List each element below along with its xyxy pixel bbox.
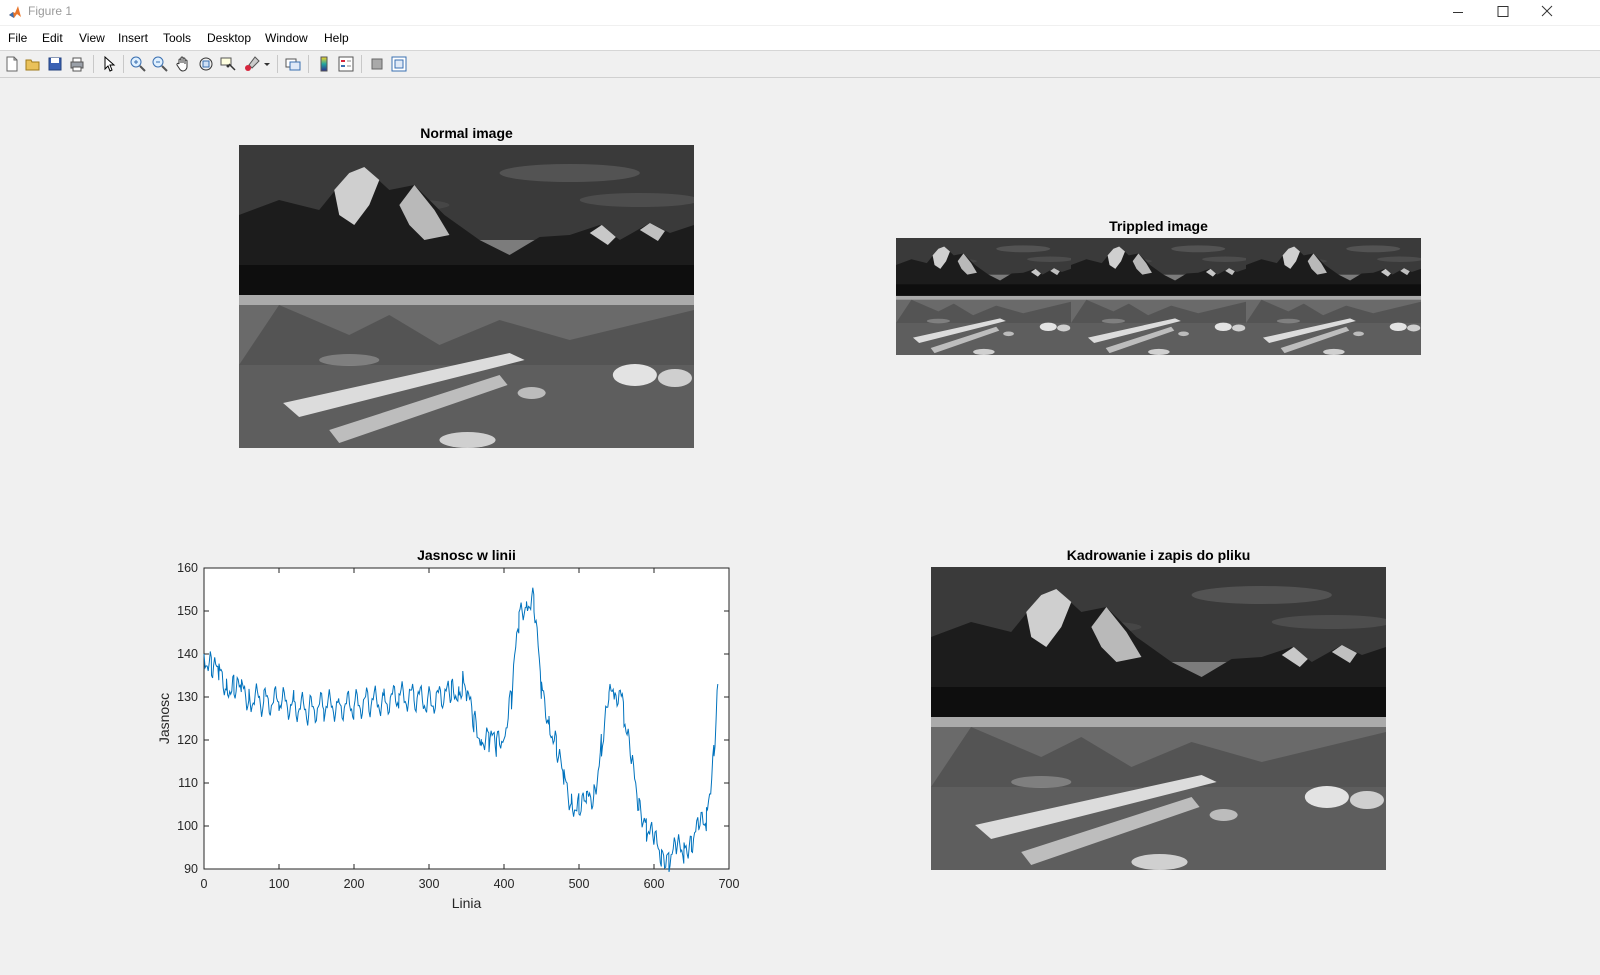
tripled-image-title: Trippled image	[1109, 218, 1208, 234]
menu-view[interactable]: View	[79, 31, 105, 45]
x-axis-label: Linia	[452, 895, 482, 911]
window-title: Figure 1	[28, 4, 73, 18]
data-cursor-icon[interactable]	[219, 55, 237, 73]
zoom-out-icon[interactable]	[151, 55, 169, 73]
insert-legend-icon[interactable]	[337, 55, 355, 73]
figure-toolbar	[0, 51, 1600, 78]
insert-colorbar-icon[interactable]	[315, 55, 333, 73]
brightness-series-line	[203, 587, 719, 872]
y-tick-label: 120	[177, 733, 198, 747]
x-tick-label: 100	[269, 877, 290, 891]
y-tick-label: 110	[178, 776, 198, 790]
x-tick-label: 0	[201, 877, 208, 891]
maximize-button[interactable]	[1480, 0, 1526, 25]
x-tick-label: 500	[569, 877, 590, 891]
window-titlebar: Figure 1	[0, 0, 1600, 25]
print-icon[interactable]	[68, 55, 86, 73]
menu-file[interactable]: File	[8, 31, 28, 45]
open-file-icon[interactable]	[24, 55, 42, 73]
hide-plot-tools-icon[interactable]	[368, 55, 386, 73]
rotate-3d-icon[interactable]	[197, 55, 215, 73]
chart-title: Jasnosc w linii	[417, 547, 516, 563]
menu-bar: File Edit View Insert Tools Desktop Wind…	[0, 26, 1600, 69]
zoom-in-icon[interactable]	[129, 55, 147, 73]
y-tick-label: 130	[177, 690, 198, 704]
close-icon	[1541, 5, 1553, 17]
x-tick-label: 300	[419, 877, 440, 891]
y-axis-label: Jasnosc	[156, 693, 172, 744]
pan-icon[interactable]	[174, 55, 192, 73]
x-tick-label: 400	[494, 877, 515, 891]
save-icon[interactable]	[46, 55, 64, 73]
menu-edit[interactable]: Edit	[42, 31, 63, 45]
matlab-logo-icon	[9, 6, 21, 18]
menu-insert[interactable]: Insert	[118, 31, 149, 45]
y-tick-label: 150	[177, 604, 198, 618]
y-tick-label: 90	[184, 862, 198, 876]
y-tick-label: 160	[177, 561, 198, 575]
minimize-button[interactable]	[1435, 0, 1481, 25]
menu-tools[interactable]: Tools	[163, 31, 192, 45]
brush-dropdown-icon[interactable]	[262, 55, 272, 73]
menu-desktop[interactable]: Desktop	[207, 31, 252, 45]
minimize-icon	[1453, 12, 1463, 13]
menu-window[interactable]: Window	[265, 31, 308, 45]
toolbar-separator	[123, 55, 124, 73]
toolbar-separator	[361, 55, 362, 73]
y-tick-label: 140	[177, 647, 198, 661]
y-tick-label: 100	[177, 819, 198, 833]
link-plot-icon[interactable]	[284, 55, 302, 73]
x-tick-label: 700	[719, 877, 740, 891]
maximize-icon	[1497, 6, 1509, 17]
plot-area	[203, 567, 730, 870]
toolbar-separator	[308, 55, 309, 73]
toolbar-separator	[93, 55, 94, 73]
toolbar-separator	[277, 55, 278, 73]
show-plot-tools-icon[interactable]	[390, 55, 408, 73]
menu-help[interactable]: Help	[324, 31, 349, 45]
cropped-image-title: Kadrowanie i zapis do pliku	[1066, 547, 1251, 563]
new-figure-icon[interactable]	[3, 55, 21, 73]
normal-image-title: Normal image	[420, 125, 513, 141]
close-button[interactable]	[1524, 0, 1570, 25]
edit-plot-icon[interactable]	[100, 55, 118, 73]
brush-icon[interactable]	[243, 55, 261, 73]
x-tick-label: 200	[344, 877, 365, 891]
x-tick-label: 600	[644, 877, 665, 891]
